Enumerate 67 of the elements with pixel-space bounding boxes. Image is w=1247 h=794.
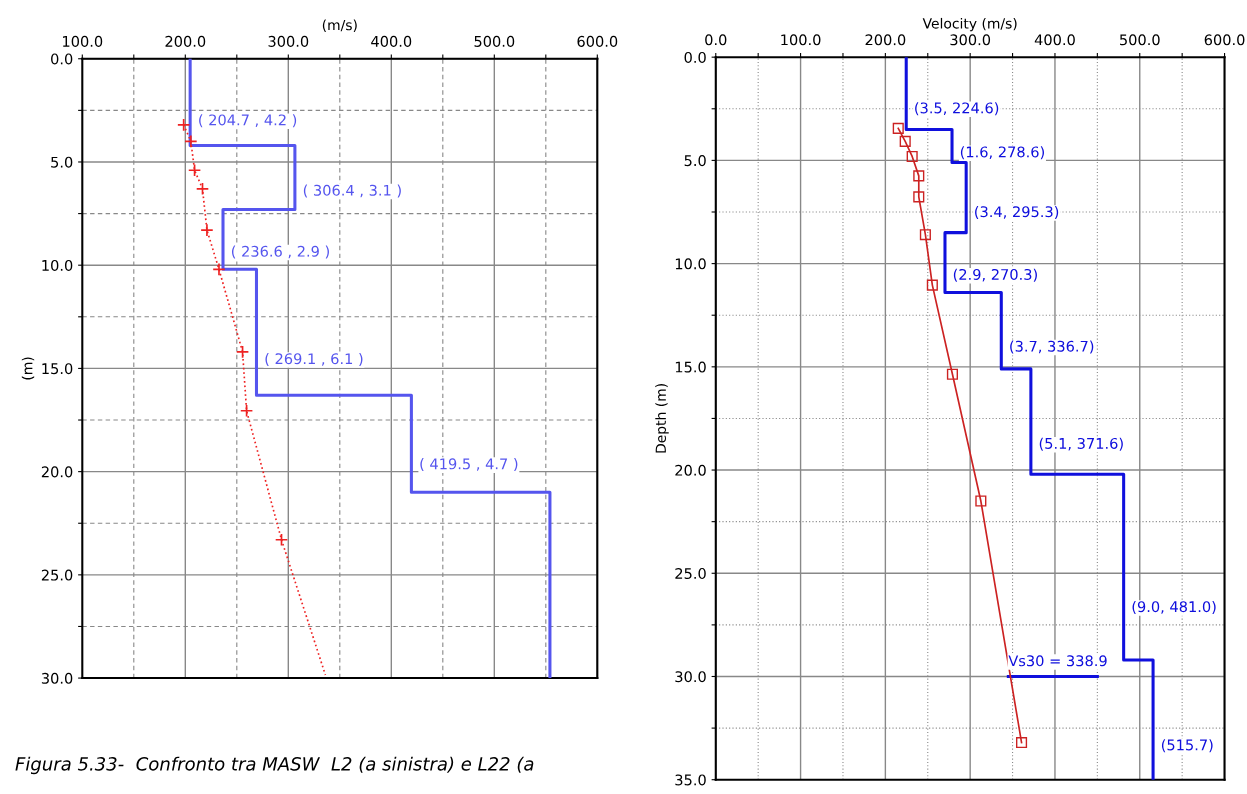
point xyxy=(926,279,938,291)
y-tick-label: 10.0 xyxy=(42,259,73,271)
point xyxy=(177,118,191,132)
point xyxy=(239,404,254,418)
y-tick-label: 30.0 xyxy=(41,672,73,684)
x-axis-title: Velocity (m/s) xyxy=(922,17,1017,32)
x-tick-label: 500.0 xyxy=(474,35,515,47)
annotation: (5.1, 371.6) xyxy=(1039,437,1123,451)
line-series xyxy=(188,58,552,679)
annotation: (515.7) xyxy=(1161,739,1213,753)
point xyxy=(899,135,911,147)
y-tick-label: 25.0 xyxy=(41,569,73,581)
point xyxy=(913,191,925,203)
x-tick-label: 600.0 xyxy=(577,35,618,47)
x-tick-label: 400.0 xyxy=(371,35,412,47)
point xyxy=(274,533,289,547)
point xyxy=(184,134,198,148)
x-tick-label: 300.0 xyxy=(950,34,991,46)
y-tick-label: 5.0 xyxy=(684,155,706,167)
y-tick-label: 15.0 xyxy=(675,361,706,373)
y-tick-label: 15.0 xyxy=(42,363,73,375)
y-tick-label: 25.0 xyxy=(675,567,706,580)
y-tick-label: 30.0 xyxy=(675,671,706,683)
x-tick-label: 400.0 xyxy=(1034,34,1075,46)
point xyxy=(975,495,987,507)
annotation: Vs30 = 338.9 xyxy=(1008,655,1107,667)
point xyxy=(946,368,958,380)
x-tick-label: 300.0 xyxy=(268,35,309,47)
x-tick-label: 600.0 xyxy=(1204,34,1245,46)
annotation: (1.6, 278.6) xyxy=(960,146,1044,160)
y-tick-label: 35.0 xyxy=(675,774,706,786)
x-tick-label: 200.0 xyxy=(865,34,906,46)
annotation: (2.9, 270.3) xyxy=(953,268,1037,282)
point xyxy=(212,262,226,276)
annotation: ( 419.5 , 4.7 ) xyxy=(420,458,518,472)
y-tick-label: 10.0 xyxy=(675,258,706,270)
point xyxy=(235,345,250,359)
point xyxy=(200,223,214,237)
point xyxy=(187,163,202,177)
annotation: ( 236.6 , 2.9 ) xyxy=(231,245,329,259)
point xyxy=(913,170,925,182)
text: Figura 5.33- Confronto tra MASW L2 (a sinistra) e L22 (a xyxy=(15,756,534,775)
y-axis-title: (m) xyxy=(21,357,35,380)
annotation: ( 306.4 , 3.1 ) xyxy=(303,184,401,198)
annotation: ( 269.1 , 6.1 ) xyxy=(265,352,363,366)
x-tick-label: 100.0 xyxy=(63,35,103,47)
point xyxy=(919,229,931,241)
y-tick-label: 0.0 xyxy=(51,53,73,65)
y-axis-title: Depth (m) xyxy=(655,384,669,453)
x-tick-label: 100.0 xyxy=(781,34,821,46)
annotation: ( 204.7 , 4.2 ) xyxy=(199,114,297,128)
point xyxy=(195,182,210,196)
annotation: (3.5, 224.6) xyxy=(915,102,999,116)
point xyxy=(892,122,904,134)
annotation: (9.0, 481.0) xyxy=(1132,600,1216,614)
x-axis-title: (m/s) xyxy=(322,19,357,32)
annotation: (3.4, 295.3) xyxy=(975,205,1059,219)
y-tick-label: 20.0 xyxy=(41,466,73,478)
y-tick-label: 5.0 xyxy=(51,156,73,168)
x-tick-label: 500.0 xyxy=(1120,34,1160,46)
point xyxy=(906,150,918,163)
annotation: (3.7, 336.7) xyxy=(1010,340,1094,354)
y-tick-label: 0.0 xyxy=(684,51,706,63)
y-tick-label: 20.0 xyxy=(675,464,706,476)
point xyxy=(1015,736,1028,749)
x-tick-label: 0.0 xyxy=(705,34,727,46)
x-tick-label: 200.0 xyxy=(165,35,206,47)
